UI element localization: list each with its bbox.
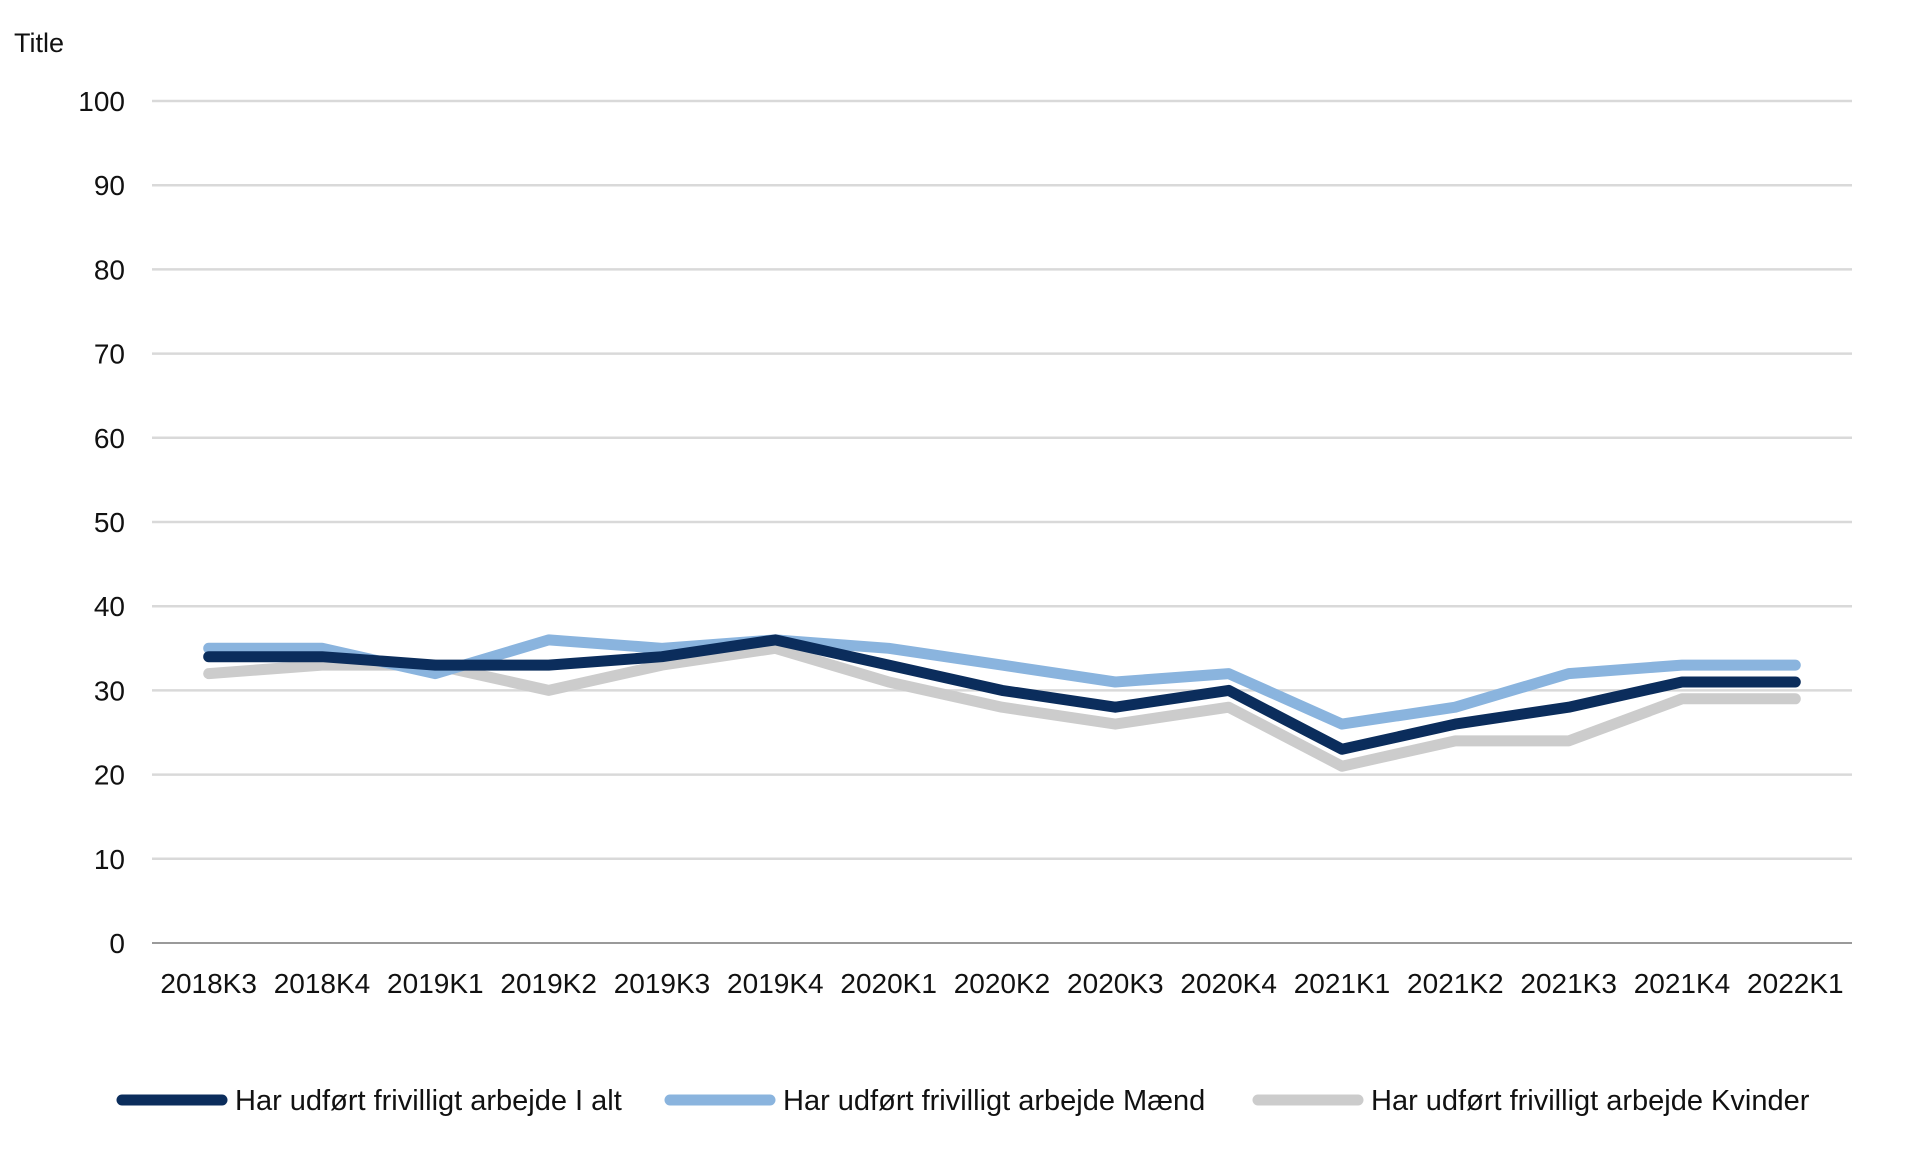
x-tick-label: 2020K2 [954,968,1051,999]
x-tick-label: 2019K2 [500,968,597,999]
y-tick-label: 100 [78,86,125,117]
y-tick-label: 60 [94,423,125,454]
y-tick-label: 20 [94,760,125,791]
x-tick-label: 2018K4 [274,968,371,999]
y-axis-title: Title [14,28,64,58]
legend-label: Har udført frivilligt arbejde Kvinder [1371,1085,1810,1117]
legend-label: Har udført frivilligt arbejde Mænd [783,1085,1205,1117]
y-tick-label: 90 [94,170,125,201]
x-tick-label: 2021K3 [1520,968,1617,999]
legend-label: Har udført frivilligt arbejde I alt [235,1085,622,1117]
x-tick-label: 2019K4 [727,968,824,999]
x-tick-label: 2020K1 [840,968,937,999]
x-tick-label: 2021K4 [1634,968,1731,999]
y-tick-label: 70 [94,339,125,370]
x-tick-label: 2020K4 [1180,968,1277,999]
series-line-0 [203,634,1801,755]
y-tick-label: 80 [94,254,125,285]
series-line-2 [203,642,1801,772]
x-tick-label: 2022K1 [1747,968,1844,999]
x-tick-label: 2019K3 [614,968,711,999]
y-tick-label: 40 [94,591,125,622]
y-tick-label: 0 [109,928,125,959]
gridlines [152,99,1852,944]
series-lines [203,634,1801,772]
x-tick-label: 2021K2 [1407,968,1504,999]
y-axis: 0 10 20 30 40 50 60 70 80 90 100 [78,86,125,959]
y-tick-label: 30 [94,675,125,706]
legend-item: Har udført frivilligt arbejde Kvinder [1252,1085,1810,1117]
x-tick-label: 2018K3 [160,968,257,999]
y-tick-label: 10 [94,844,125,875]
x-tick-label: 2021K1 [1294,968,1391,999]
legend-item: Har udført frivilligt arbejde I alt [116,1085,622,1117]
legend: Har udført frivilligt arbejde I alt Har u… [116,1085,1810,1117]
x-tick-label: 2020K3 [1067,968,1164,999]
legend-item: Har udført frivilligt arbejde Mænd [664,1085,1205,1117]
y-tick-label: 50 [94,507,125,538]
x-tick-label: 2019K1 [387,968,484,999]
x-axis: 2018K3 2018K4 2019K1 2019K2 2019K3 2019K4 2020… [160,968,1843,999]
